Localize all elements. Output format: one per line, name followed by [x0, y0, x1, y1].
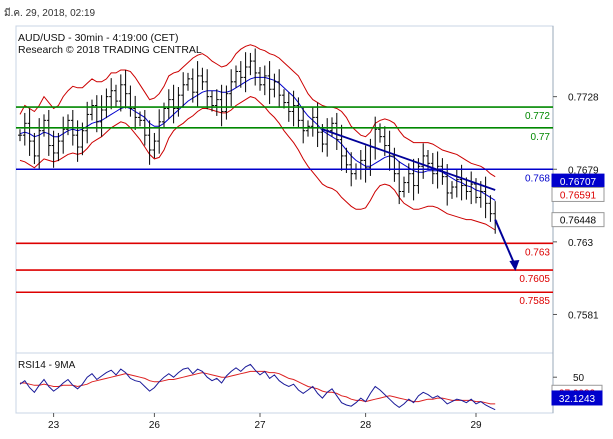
rsi-tag-box-1	[551, 390, 603, 406]
bollinger-upper-line	[19, 44, 496, 178]
date-tick-label-0: 23	[48, 420, 60, 431]
bollinger-bands	[19, 44, 496, 231]
chart-title: AUD/USD - 30min - 4:19:00 (CET)	[18, 32, 178, 44]
moving-average-line	[19, 76, 496, 201]
date-tick-label-2: 27	[254, 420, 266, 431]
rsi-title: RSI14 - 9MA	[18, 360, 76, 371]
price-tag-0: 0.76707	[560, 177, 597, 188]
price-axis: 0.7728 0.7679 0.763 0.7581 0.76707 0.76591 0.7…	[551, 93, 605, 321]
price-tag-box-2	[551, 212, 605, 228]
rsi-line	[19, 363, 496, 411]
price-tick-label-2: 0.763	[568, 238, 593, 249]
projection-arrow-shaft	[494, 219, 516, 265]
projection-arrow-head	[509, 260, 520, 272]
price-bars	[18, 48, 498, 234]
price-tick-label-3: 0.7581	[568, 310, 599, 321]
level-label-4: 0.7605	[519, 274, 550, 285]
chart-annotations	[322, 128, 520, 272]
price-tick-label-0: 0.7728	[568, 93, 599, 104]
chart-credit: Research © 2018 TRADING CENTRAL	[18, 44, 202, 56]
date-tick-label-3: 28	[360, 420, 372, 431]
price-tick-label-1: 0.7679	[568, 165, 599, 176]
date-axis: 23 26 27 28 29	[48, 413, 482, 431]
rsi-ma-line	[20, 370, 496, 405]
rsi-plot: 5037.008232.1243	[19, 363, 603, 411]
price-tag-2: 0.76448	[560, 216, 597, 227]
level-label-2: 0.768	[525, 173, 550, 184]
support-resistance-levels: 0.772 0.77 0.768 0.763 0.7605 0.7585	[16, 106, 553, 307]
level-label-0: 0.772	[525, 111, 550, 122]
bollinger-lower-line	[19, 96, 496, 231]
level-label-5: 0.7585	[519, 296, 550, 307]
level-label-1: 0.77	[531, 132, 551, 143]
price-tag-box-1	[551, 186, 605, 202]
rsi-tick-label-0: 50	[573, 373, 585, 384]
date-tick-label-4: 29	[470, 420, 482, 431]
rsi-tag-1: 32.1243	[559, 394, 596, 405]
trendline	[322, 128, 496, 191]
timestamp-label: มี.ค. 29, 2018, 02:19	[4, 7, 96, 19]
date-tick-label-1: 26	[149, 420, 161, 431]
price-tag-1: 0.76591	[560, 190, 597, 201]
level-label-3: 0.763	[525, 247, 550, 258]
